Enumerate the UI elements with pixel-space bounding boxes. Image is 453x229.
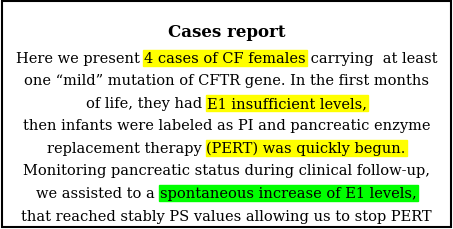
Text: then infants were labeled as PI and pancreatic enzyme: then infants were labeled as PI and panc… bbox=[23, 119, 430, 133]
Text: replacement therapy: replacement therapy bbox=[47, 141, 207, 155]
Text: we assisted to a: we assisted to a bbox=[36, 186, 160, 200]
Text: Cases report: Cases report bbox=[168, 24, 285, 41]
Text: 4 cases of CF females: 4 cases of CF females bbox=[144, 52, 306, 65]
Text: spontaneous increase of E1 levels,: spontaneous increase of E1 levels, bbox=[160, 186, 417, 200]
Bar bbox=[206, 140, 407, 157]
Bar bbox=[143, 51, 307, 66]
Text: carrying  at least: carrying at least bbox=[306, 52, 437, 65]
Text: E1 insufficient levels,: E1 insufficient levels, bbox=[207, 96, 367, 110]
Text: one “mild” mutation of CFTR gene. In the first months: one “mild” mutation of CFTR gene. In the… bbox=[24, 74, 429, 88]
Text: Monitoring pancreatic status during clinical follow-up,: Monitoring pancreatic status during clin… bbox=[23, 164, 430, 178]
Text: that reached stably PS values allowing us to stop PERT: that reached stably PS values allowing u… bbox=[21, 209, 432, 223]
Bar bbox=[206, 95, 368, 111]
Text: (PERT) was quickly begun.: (PERT) was quickly begun. bbox=[207, 141, 406, 156]
Text: Here we present: Here we present bbox=[16, 52, 144, 65]
Text: of life, they had: of life, they had bbox=[86, 96, 207, 110]
Bar bbox=[159, 185, 418, 201]
